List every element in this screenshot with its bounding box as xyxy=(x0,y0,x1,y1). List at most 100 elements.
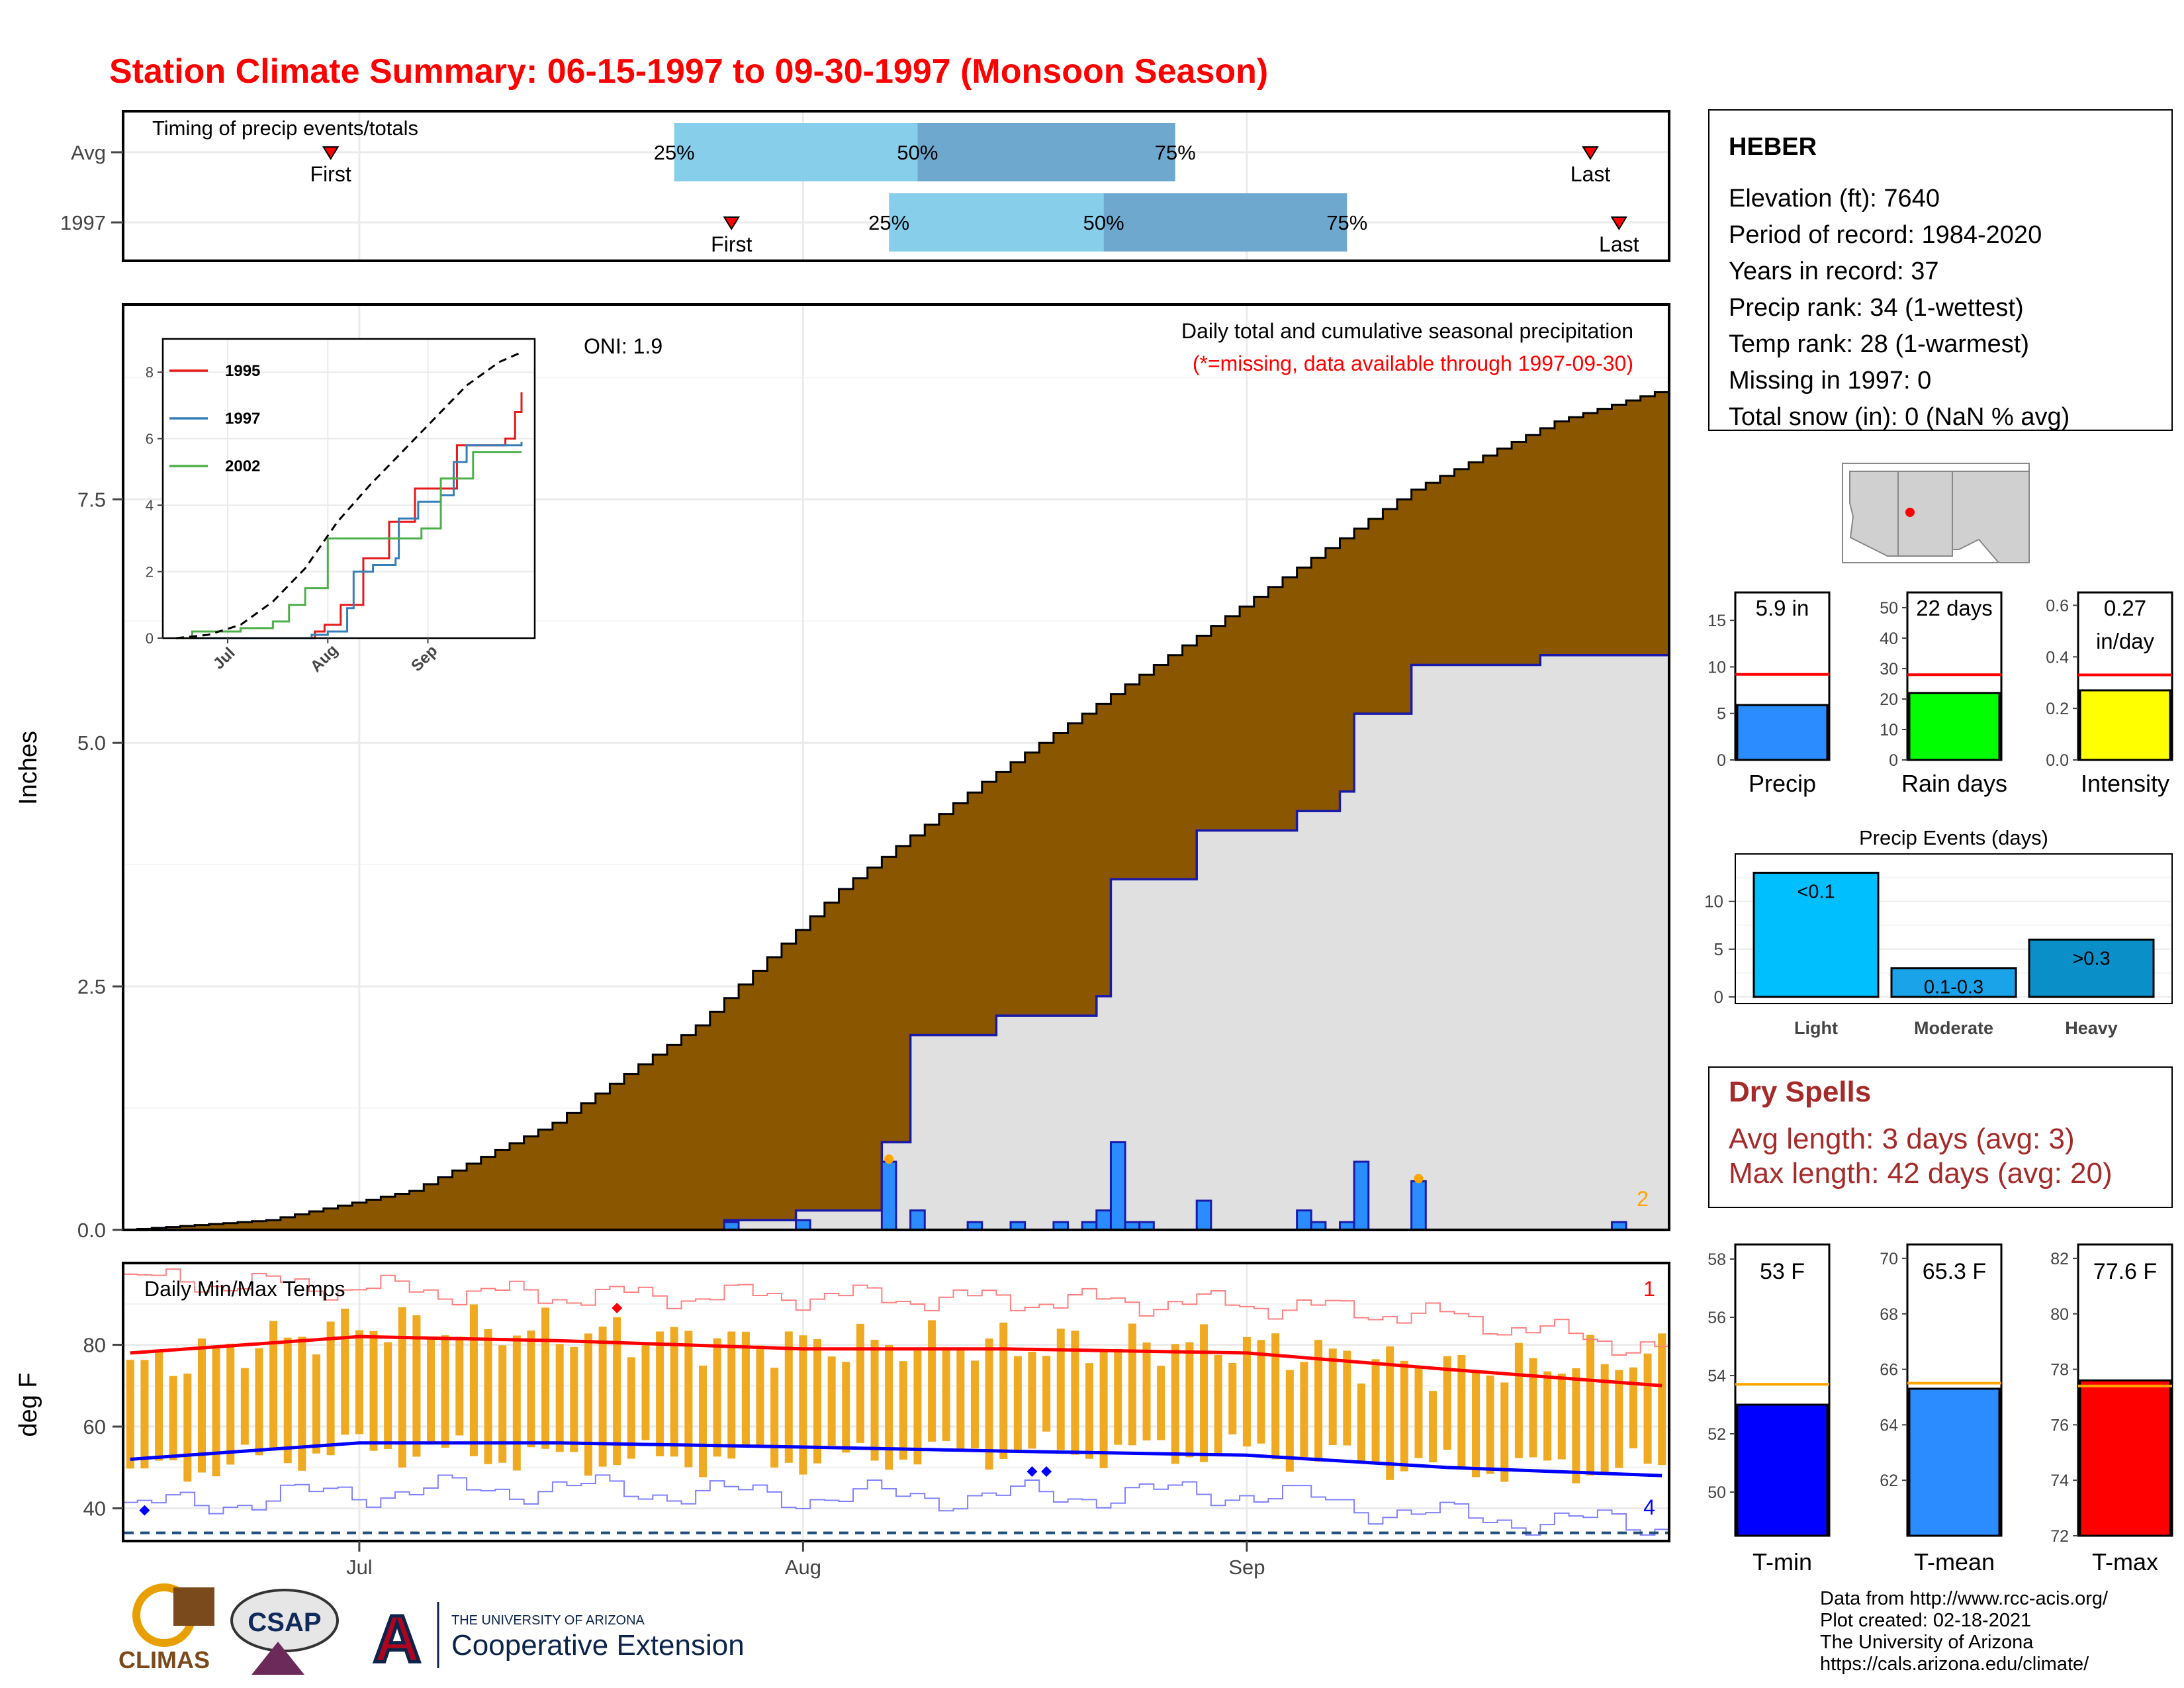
inset-y-tick-label: 0 xyxy=(146,630,154,647)
record-low-marker xyxy=(1041,1466,1052,1477)
daily-temp-range-bar xyxy=(1386,1346,1394,1480)
mini-bar-value-label: 5.9 in xyxy=(1756,596,1809,620)
daily-temp-range-bar xyxy=(1343,1350,1351,1446)
footer-credits: Data from http://www.rcc-acis.org/Plot c… xyxy=(1820,1588,2109,1675)
footer-credit-line: https://cals.arizona.edu/climate/ xyxy=(1820,1654,2089,1675)
daily-temp-range-bar xyxy=(1629,1367,1637,1448)
year-cumulative-area xyxy=(123,655,1669,1230)
daily-temp-range-bar xyxy=(155,1350,163,1461)
daily-temp-range-bar xyxy=(1643,1353,1652,1464)
mini-bar-y-tick-label: 20 xyxy=(1880,690,1898,709)
temp-summary-y-tick-label: 58 xyxy=(1707,1250,1726,1269)
daily-temp-range-bar xyxy=(598,1327,607,1467)
inset-legend-label: 1995 xyxy=(225,362,260,380)
daily-precip-bar xyxy=(909,1209,926,1231)
daily-temp-range-bar xyxy=(1371,1359,1380,1462)
temp-x-tick-label: Aug xyxy=(785,1556,821,1579)
p75-label: 75% xyxy=(1155,141,1196,164)
daily-temp-range-bar xyxy=(999,1323,1008,1459)
inset-series-2002-line xyxy=(176,451,522,639)
mini-bar-rain-days: 0 10 20 30 40 50 22 days Rain days xyxy=(1880,591,2007,797)
ua-name: THE UNIVERSITY OF ARIZONA xyxy=(451,1613,645,1628)
quartile-25-50-bar xyxy=(674,123,918,181)
daily-temp-range-bar xyxy=(469,1304,478,1456)
first-event-label: First xyxy=(310,162,351,186)
daily-temp-range-bar xyxy=(212,1346,220,1477)
daily-temp-range-bar xyxy=(1658,1333,1666,1466)
daily-temp-range-bar xyxy=(985,1338,993,1470)
daily-temp-range-bar xyxy=(1228,1362,1237,1434)
climas-logo-block xyxy=(173,1587,214,1626)
daily-temp-range-bar xyxy=(770,1368,779,1468)
first-event-marker xyxy=(723,216,741,230)
heavy-event-marker xyxy=(884,1154,894,1164)
daily-temp-range-bar xyxy=(527,1330,535,1448)
temp-summary-y-tick-label: 76 xyxy=(2050,1416,2069,1434)
precip-legend-title: Daily total and cumulative seasonal prec… xyxy=(1181,319,1633,343)
daily-temp-range-bar xyxy=(627,1357,635,1459)
mini-bar-y-tick-label: 0.2 xyxy=(2046,700,2069,718)
temp-summary-t-max: 72 74 76 78 80 82 77.6 F T-max xyxy=(2050,1243,2173,1575)
record-high-count: 1 xyxy=(1643,1277,1655,1301)
precip-y-ticks: 0.0 2.5 5.0 7.5 xyxy=(77,488,123,1242)
temp-summary-y-tick-label: 82 xyxy=(2050,1250,2069,1268)
station-info-line: Missing in 1997: 0 xyxy=(1729,367,1931,395)
events-bar xyxy=(1890,967,2017,998)
precip-panel: Inches 0.0 2.5 5.0 7.5 ONI: 1.9 Daily total… xyxy=(15,303,1670,1242)
station-info-box: HEBER Elevation (ft): 7640 Period of reco… xyxy=(1708,109,2173,431)
daily-precip-bar xyxy=(1410,1180,1427,1231)
p75-label: 75% xyxy=(1326,211,1367,234)
daily-temp-range-bar xyxy=(1271,1333,1280,1460)
mini-bar-y-tick-label: 0.4 xyxy=(2046,648,2069,667)
daily-temp-range-bar xyxy=(656,1331,664,1457)
temp-summary-t-min: 50 52 54 56 58 53 F T-min xyxy=(1707,1243,1831,1575)
mini-bar-precip: 0 5 10 15 5.9 in Precip xyxy=(1707,591,1831,797)
missing-note: (*=missing, data available through 1997-… xyxy=(1193,352,1633,375)
events-category-label: Moderate xyxy=(1914,1018,1993,1038)
daily-temp-range-bar xyxy=(1529,1358,1537,1458)
daily-temp-range-bar xyxy=(384,1342,392,1450)
daily-temp-range-bar xyxy=(928,1320,936,1442)
temp-summary-value-label: 65.3 F xyxy=(1923,1259,1986,1284)
location-map xyxy=(1842,463,2030,563)
daily-temp-range-bar xyxy=(1013,1356,1022,1451)
record-high-marker xyxy=(612,1302,623,1313)
daily-temp-range-bar xyxy=(1472,1370,1480,1477)
daily-temp-range-bar xyxy=(784,1331,793,1463)
temp-lines xyxy=(123,1268,1669,1536)
daily-temp-range-bar xyxy=(1414,1368,1423,1458)
coop-extension: Cooperative Extension xyxy=(451,1629,745,1662)
daily-temp-range-bar xyxy=(1200,1324,1208,1462)
temp-panel-border xyxy=(122,1262,1670,1542)
events-category-label: Light xyxy=(1794,1018,1838,1038)
daily-temp-range-bar xyxy=(956,1350,965,1451)
temp-summary-value-bar xyxy=(1908,1387,2001,1537)
daily-temp-range-bar xyxy=(641,1344,650,1440)
daily-temp-range-bar xyxy=(913,1350,922,1465)
last-event-marker xyxy=(1582,146,1599,160)
mini-bar-y-tick-label: 10 xyxy=(1880,721,1898,739)
inset-y-tick-label: 2 xyxy=(146,564,154,581)
temp-summary-t-mean: 62 64 66 68 70 65.3 F T-mean xyxy=(1880,1243,2003,1575)
daily-temp-range-bar xyxy=(1285,1370,1294,1472)
temp-summary-label: T-mean xyxy=(1914,1548,1995,1575)
average-min-line xyxy=(130,1441,1662,1477)
daily-temp-range-bar xyxy=(1557,1373,1566,1460)
station-box-frame xyxy=(1708,109,2173,431)
footer-credit-line: Data from http://www.rcc-acis.org/ xyxy=(1820,1588,2109,1609)
daily-temp-range-bar xyxy=(813,1339,822,1464)
daily-temp-range-bar xyxy=(1142,1342,1151,1440)
daily-temp-range-bar xyxy=(1572,1368,1580,1483)
temperature-summary-bars: 50 52 54 56 58 53 F T-min 62 64 66 68 70 65.3 F T-mea… xyxy=(1707,1243,2173,1575)
csap-mountain-icon xyxy=(251,1642,304,1675)
temp-panel-title: Daily Min/Max Temps xyxy=(144,1277,345,1301)
events-y-tick-label: 10 xyxy=(1704,892,1723,912)
daily-temp-range-bar xyxy=(684,1331,693,1468)
daily-temp-range-bar xyxy=(899,1361,907,1460)
daily-temp-range-bar xyxy=(1500,1382,1509,1482)
inset-lines xyxy=(175,351,523,639)
daily-temp-range-bar xyxy=(226,1343,235,1465)
station-info-line: Elevation (ft): 7640 xyxy=(1729,185,1940,212)
inset-legend-label: 2002 xyxy=(225,457,260,475)
footer-credit-line: The University of Arizona xyxy=(1820,1632,2034,1653)
